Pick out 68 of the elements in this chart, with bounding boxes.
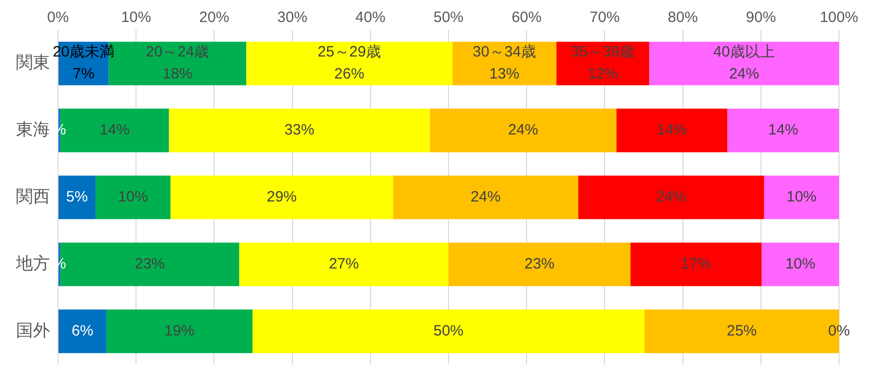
data-label: 33% — [284, 122, 314, 139]
bar — [58, 176, 96, 220]
data-label: 24% — [508, 122, 538, 139]
x-tick-label: 40% — [355, 9, 386, 26]
data-label: 18% — [162, 66, 193, 83]
x-tick-label: 90% — [746, 9, 776, 26]
bar — [168, 108, 430, 152]
data-label: 50% — [433, 322, 464, 340]
bar — [246, 42, 452, 86]
bar — [393, 176, 578, 220]
bar — [578, 176, 764, 220]
x-tick-label: 60% — [512, 9, 542, 26]
data-label: 13% — [489, 66, 520, 83]
data-label: 24% — [729, 66, 760, 83]
data-label: 25% — [726, 322, 757, 340]
series-label: 30～34歳 — [472, 44, 536, 61]
data-label: 5% — [66, 188, 88, 206]
bar — [452, 42, 556, 86]
data-label: 12% — [588, 66, 618, 83]
data-label: 14% — [656, 122, 687, 139]
x-tick-label: 80% — [668, 9, 698, 26]
bar — [239, 242, 448, 286]
data-label: 29% — [266, 188, 297, 206]
x-tick-label: 0% — [47, 9, 69, 26]
data-label: 14% — [100, 122, 130, 139]
series-label: 20～24歳 — [146, 44, 210, 61]
bar — [106, 310, 252, 354]
bar — [649, 42, 839, 86]
series-label: 40歳以上 — [713, 44, 775, 61]
bar — [170, 176, 394, 220]
bar — [630, 242, 762, 286]
data-label: 27% — [328, 256, 359, 272]
x-tick-label: 100% — [820, 9, 858, 26]
y-tick-label: 関西 — [16, 187, 50, 206]
bar — [95, 176, 170, 220]
data-label: 10% — [785, 256, 816, 272]
data-label: 6% — [72, 322, 94, 340]
bar — [58, 310, 106, 354]
series-label: 35～39歳 — [571, 44, 634, 61]
data-label: 23% — [134, 256, 165, 272]
bar — [764, 176, 839, 220]
data-label: 23% — [524, 256, 554, 272]
y-tick-label: 国外 — [16, 321, 50, 340]
bar — [448, 242, 630, 286]
data-label: 0% — [828, 322, 850, 340]
y-tick-label: 東海 — [16, 120, 50, 140]
y-tick-label: 地方 — [15, 254, 50, 274]
bar — [252, 310, 645, 354]
data-label: 10% — [118, 188, 148, 206]
x-tick-label: 20% — [199, 9, 230, 26]
data-label: 24% — [656, 188, 686, 206]
data-label: 26% — [334, 66, 364, 83]
bar — [727, 108, 839, 152]
data-label: 7% — [72, 66, 94, 83]
x-tick-label: 10% — [121, 9, 152, 26]
bar — [430, 108, 616, 152]
data-label: 14% — [768, 122, 798, 139]
data-label: 19% — [164, 322, 194, 340]
data-label: 17% — [681, 256, 712, 272]
x-tick-label: 30% — [277, 9, 308, 26]
bar — [616, 108, 728, 152]
bar — [762, 242, 839, 286]
y-tick-label: 関東 — [16, 53, 50, 72]
data-label: 10% — [786, 188, 817, 206]
series-label: 25～29歳 — [318, 44, 381, 61]
x-tick-label: 70% — [590, 9, 620, 26]
x-tick-label: 50% — [433, 9, 464, 26]
data-label: 24% — [470, 188, 501, 206]
